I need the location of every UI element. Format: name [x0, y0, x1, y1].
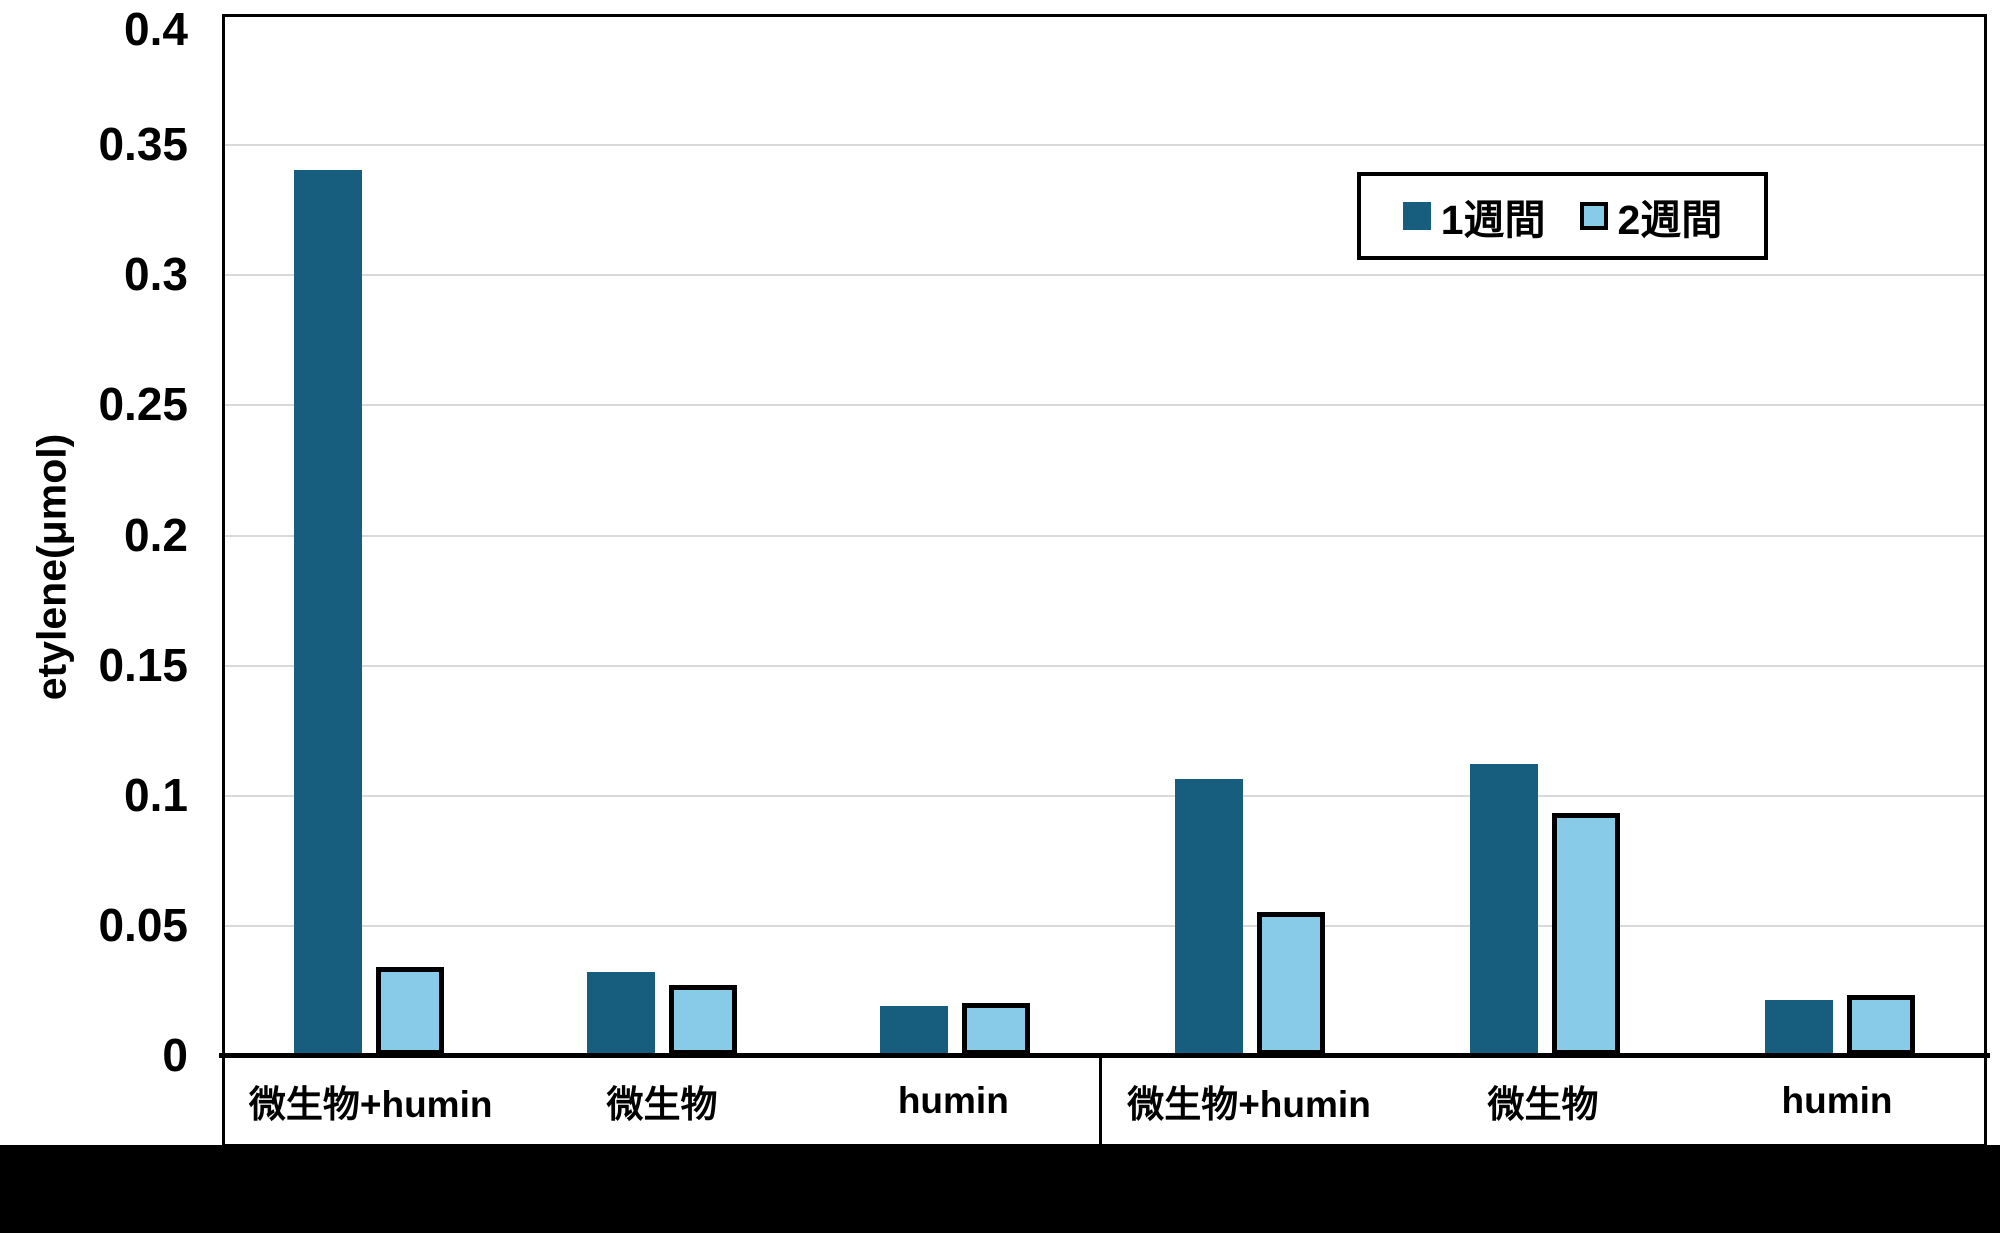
legend-label-week2: 2週間 [1617, 197, 1723, 243]
gridline [225, 274, 1984, 276]
bar-2週間-微生物+humin-group1 [376, 967, 444, 1055]
gridline [225, 665, 1984, 667]
category-label: 微生物 [606, 1084, 718, 1125]
category-label: humin [1781, 1080, 1893, 1121]
category-label: 微生物+humin [248, 1084, 493, 1125]
category-group-1: 微生物+humin 微生物 humin [222, 1055, 1102, 1147]
bar-1週間-humin-group1 [880, 1006, 948, 1055]
category-label: 微生物+humin [1127, 1084, 1371, 1125]
legend-label-week1: 1週間 [1440, 197, 1546, 243]
bar-2週間-微生物-group2 [1552, 813, 1620, 1055]
bar-1週間-humin-group2 [1765, 1000, 1833, 1055]
legend-item-week1: 1週間 [1402, 186, 1546, 246]
bar-1週間-微生物-group1 [587, 972, 655, 1055]
bar-2週間-humin-group1 [962, 1003, 1030, 1055]
bar-1週間-微生物+humin-group2 [1175, 779, 1243, 1055]
bottom-black-band [0, 1145, 2000, 1233]
gridline [225, 795, 1984, 797]
category-label: humin [897, 1080, 1009, 1121]
y-tick-label: 0.05 [98, 898, 188, 951]
bar-1週間-微生物-group2 [1470, 764, 1538, 1055]
y-tick-label: 0.35 [98, 118, 188, 171]
gridline [225, 925, 1984, 927]
y-tick-label: 0.25 [98, 378, 188, 431]
y-tick-label: 0.2 [124, 508, 188, 561]
gridline [225, 144, 1984, 146]
bar-2週間-humin-group2 [1847, 995, 1915, 1055]
legend: 1週間 2週間 [1357, 172, 1768, 260]
legend-swatch-week1 [1402, 202, 1431, 230]
legend-item-week2: 2週間 [1579, 186, 1723, 246]
category-group-2: 微生物+humin 微生物 humin [1099, 1055, 1987, 1147]
gridline [225, 535, 1984, 537]
y-tick-label: 0 [162, 1029, 188, 1081]
y-tick-label: 0.4 [124, 3, 188, 55]
gridline [225, 404, 1984, 406]
y-tick-label: 0.15 [98, 638, 188, 691]
legend-swatch-week2 [1579, 202, 1608, 230]
category-label: 微生物 [1487, 1084, 1599, 1125]
bar-2週間-微生物+humin-group2 [1257, 912, 1325, 1055]
bar-1週間-微生物+humin-group1 [294, 170, 362, 1055]
y-tick-label: 0.3 [124, 248, 188, 301]
y-tick-label: 0.1 [124, 768, 188, 821]
plot-area-border [222, 14, 1987, 1055]
bar-2週間-微生物-group1 [669, 985, 737, 1055]
